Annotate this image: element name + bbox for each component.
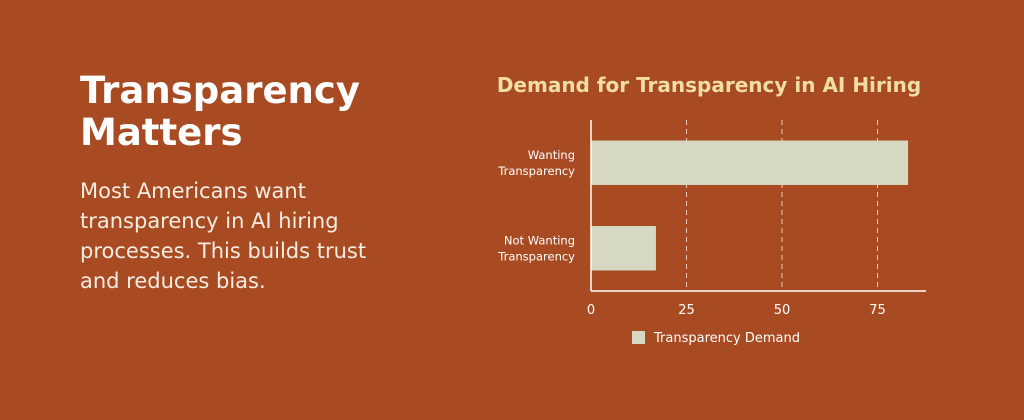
x-tick-label: 25: [678, 303, 695, 318]
category-labels: Wanting Transparency Not Wanting Transparen…: [497, 148, 575, 264]
text-panel: Transparency Matters Most Americans want…: [80, 70, 400, 296]
chart-title: Demand for Transparency in AI Hiring: [497, 73, 921, 97]
body-text: Most Americans want transparency in AI h…: [80, 179, 367, 293]
bar: [591, 140, 909, 185]
legend-swatch: [632, 331, 645, 344]
x-tick-label: 0: [587, 303, 595, 318]
category-label: Not Wanting Transparency: [497, 233, 575, 263]
headline: Transparency Matters: [80, 69, 360, 154]
bars: [591, 140, 909, 271]
bar-chart: Demand for Transparency in AI Hiring Wan…: [497, 73, 926, 346]
chart-container: Demand for Transparency in AI Hiring Wan…: [470, 60, 970, 360]
bar: [591, 226, 656, 271]
legend: Transparency Demand: [632, 331, 800, 346]
x-tick-label: 75: [869, 303, 886, 318]
legend-label: Transparency Demand: [653, 331, 800, 346]
category-label: Wanting Transparency: [497, 148, 575, 178]
x-tick-labels: 0 25 50 75: [587, 303, 886, 318]
x-tick-label: 50: [774, 303, 791, 318]
